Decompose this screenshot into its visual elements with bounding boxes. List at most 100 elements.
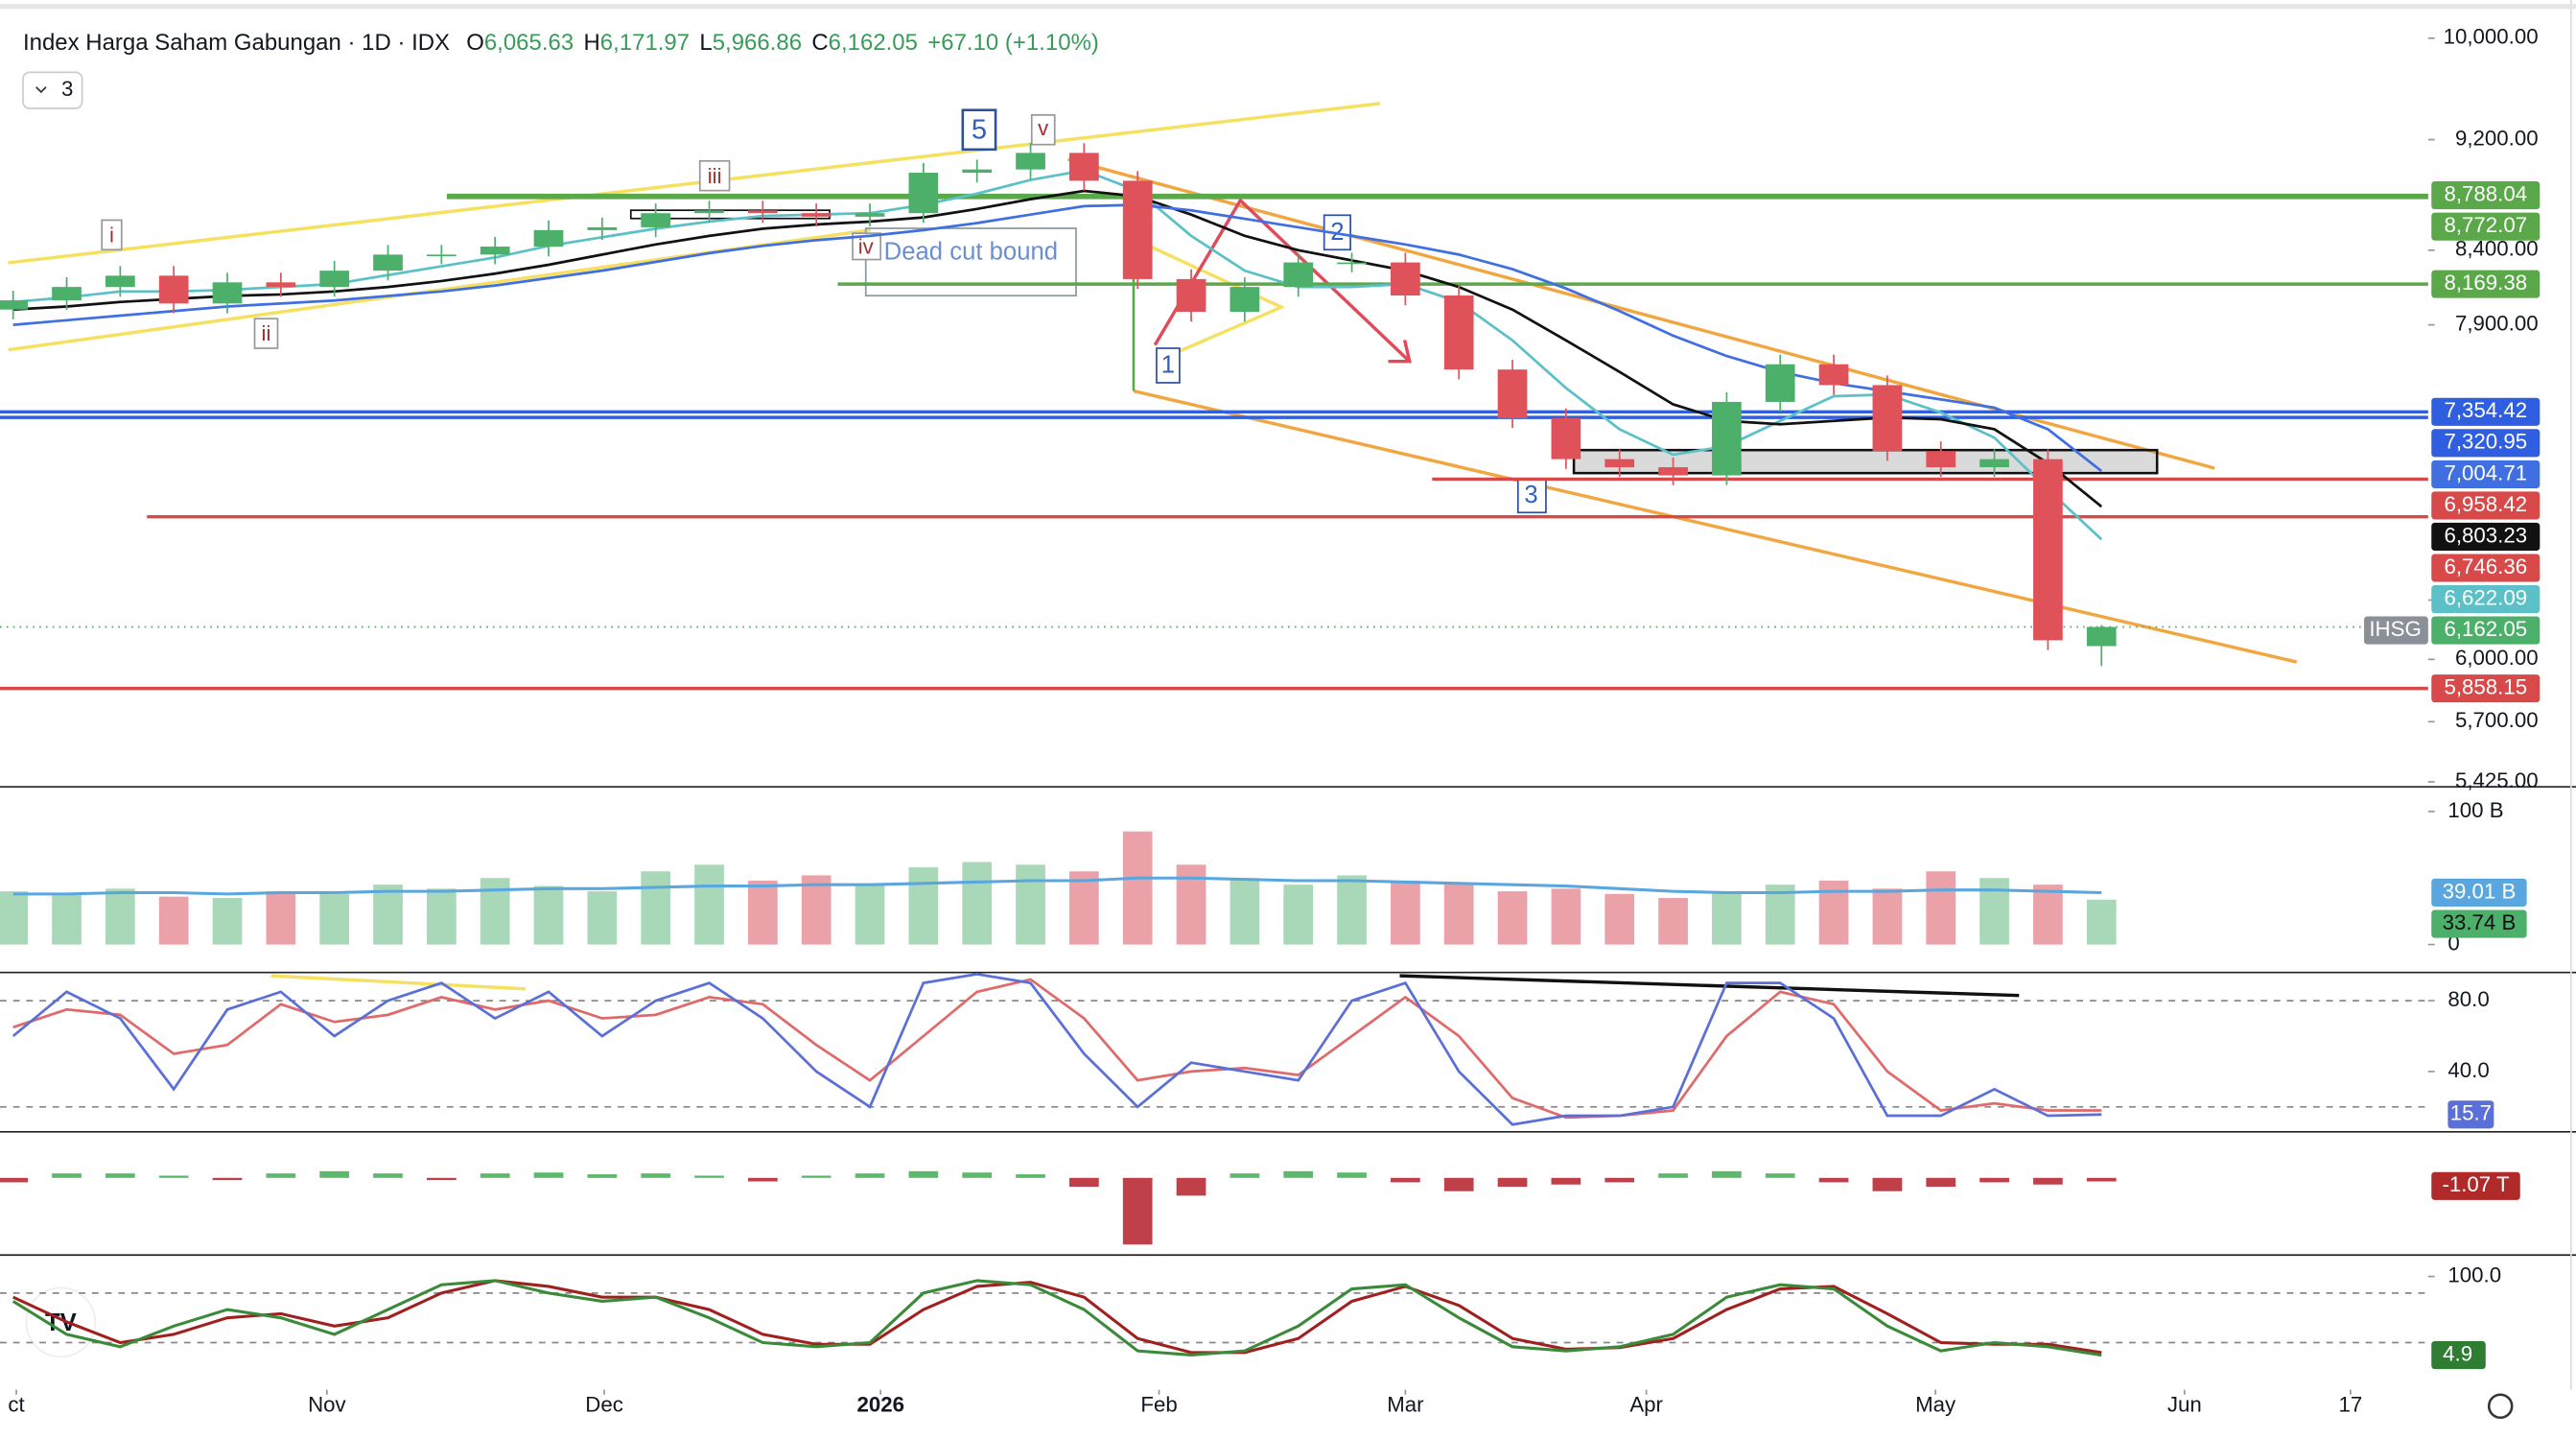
volume-bar bbox=[2033, 885, 2063, 945]
hist-bar bbox=[105, 1173, 135, 1178]
candle-body bbox=[1551, 417, 1581, 460]
hist-bar bbox=[1551, 1177, 1581, 1185]
volume-bar bbox=[1283, 885, 1314, 945]
annotation-box bbox=[1030, 114, 1056, 146]
hist-bar bbox=[533, 1172, 564, 1178]
candle-body bbox=[694, 210, 724, 214]
volume-bar bbox=[1872, 888, 1903, 945]
price-label: 5,858.15 bbox=[2444, 675, 2527, 699]
candle-body bbox=[2086, 626, 2117, 647]
candle-body bbox=[0, 300, 29, 310]
candle-body bbox=[1604, 459, 1635, 468]
close-value: 6,162.05 bbox=[829, 31, 918, 57]
hist-bar bbox=[1337, 1172, 1367, 1178]
volume-bar bbox=[1337, 875, 1367, 945]
logo[interactable] bbox=[25, 1286, 97, 1358]
y-tick-label: 100.0 bbox=[2447, 1262, 2501, 1286]
y-tick-label: 10,000.00 bbox=[2444, 25, 2539, 49]
hist-bar bbox=[319, 1170, 350, 1178]
osc-slow bbox=[12, 1279, 2102, 1355]
x-tick-label: Mar bbox=[1387, 1393, 1424, 1417]
annotation: ii bbox=[262, 321, 271, 345]
candle-body bbox=[801, 213, 831, 217]
drawings bbox=[8, 102, 2298, 998]
annotation: Dead cut bound bbox=[884, 238, 1058, 265]
volume-bar bbox=[105, 888, 135, 945]
ohlc-letter: O bbox=[466, 31, 484, 57]
candle-body bbox=[641, 213, 671, 227]
candle-body bbox=[1229, 287, 1260, 313]
settings-icon[interactable] bbox=[2487, 1393, 2514, 1420]
x-tick-label: Dec bbox=[585, 1393, 623, 1417]
price-label: 8,169.38 bbox=[2444, 271, 2527, 295]
zone-box bbox=[864, 227, 1077, 297]
arrow-head bbox=[1388, 340, 1412, 364]
volume-bar bbox=[1016, 864, 1045, 945]
candle-body bbox=[1818, 364, 1849, 386]
volume-bar bbox=[427, 888, 457, 945]
candle-body bbox=[52, 287, 82, 301]
annotation: iv bbox=[858, 234, 875, 258]
volume-bar bbox=[480, 878, 510, 945]
moving-average bbox=[12, 169, 2103, 541]
y-tick-label: 7,900.00 bbox=[2455, 312, 2539, 336]
hist-bar bbox=[1497, 1177, 1528, 1188]
volume-bar bbox=[2086, 899, 2117, 945]
volume-bar bbox=[1551, 888, 1581, 945]
candle-body bbox=[212, 282, 243, 304]
hist-bar bbox=[212, 1177, 243, 1181]
price-label: 6,746.36 bbox=[2444, 554, 2527, 578]
volume-bar bbox=[1069, 871, 1099, 945]
hist-bar bbox=[962, 1172, 993, 1178]
candle-body bbox=[427, 254, 457, 257]
x-tick-label: Feb bbox=[1140, 1393, 1177, 1417]
volume-bar bbox=[319, 893, 350, 945]
price-label: 6,803.23 bbox=[2444, 523, 2527, 547]
price-label-box bbox=[2431, 554, 2541, 582]
annotation: 2 bbox=[1330, 219, 1344, 246]
indicator-count[interactable]: 3 bbox=[61, 77, 73, 101]
volume-bar bbox=[373, 885, 403, 945]
price-label-box bbox=[2431, 429, 2541, 458]
price-label-box bbox=[2431, 491, 2541, 520]
hist-bar bbox=[1016, 1174, 1045, 1178]
hist-bar bbox=[1229, 1173, 1260, 1178]
hist-bar bbox=[2086, 1177, 2117, 1182]
symbol-box bbox=[2364, 616, 2428, 645]
indicator-toggle[interactable] bbox=[22, 71, 83, 109]
price-label-box bbox=[2431, 460, 2541, 488]
price-label: 7,354.42 bbox=[2444, 398, 2527, 422]
y-tick-label: 9,200.00 bbox=[2455, 126, 2539, 150]
divergence-line bbox=[270, 974, 527, 991]
volume-bar bbox=[0, 891, 29, 945]
volume-bar bbox=[962, 861, 993, 945]
ohlc-letter: L bbox=[699, 31, 712, 57]
price-label: 7,320.95 bbox=[2444, 430, 2527, 454]
moving-average bbox=[12, 203, 2103, 473]
hist-bar bbox=[266, 1173, 296, 1178]
volume-bar bbox=[1712, 891, 1742, 945]
volume-bar bbox=[641, 871, 671, 945]
hist-bar bbox=[1658, 1173, 1688, 1178]
value-box bbox=[2447, 1100, 2494, 1129]
price-label: 8,788.04 bbox=[2444, 181, 2527, 205]
value-label: -1.07 T bbox=[2442, 1172, 2510, 1196]
hist-bar bbox=[801, 1175, 831, 1178]
value-box bbox=[2431, 909, 2527, 938]
candle-body bbox=[373, 254, 403, 271]
high-value: 6,171.97 bbox=[600, 31, 690, 57]
price-label-box bbox=[2431, 181, 2541, 210]
annotation-box bbox=[1516, 479, 1547, 514]
price-label: 7,004.71 bbox=[2444, 460, 2527, 484]
hist-bar bbox=[1926, 1177, 1956, 1188]
hist-bar bbox=[2033, 1177, 2063, 1185]
price-label-box bbox=[2431, 584, 2541, 614]
hist-bar bbox=[587, 1174, 618, 1178]
hist-bar bbox=[694, 1175, 724, 1178]
candle-body bbox=[1497, 369, 1528, 418]
symbol-label: IHSG bbox=[2369, 617, 2421, 641]
channel-line bbox=[8, 102, 1381, 265]
hist-bar bbox=[1872, 1177, 1903, 1191]
ohlc-letter: C bbox=[811, 31, 828, 57]
